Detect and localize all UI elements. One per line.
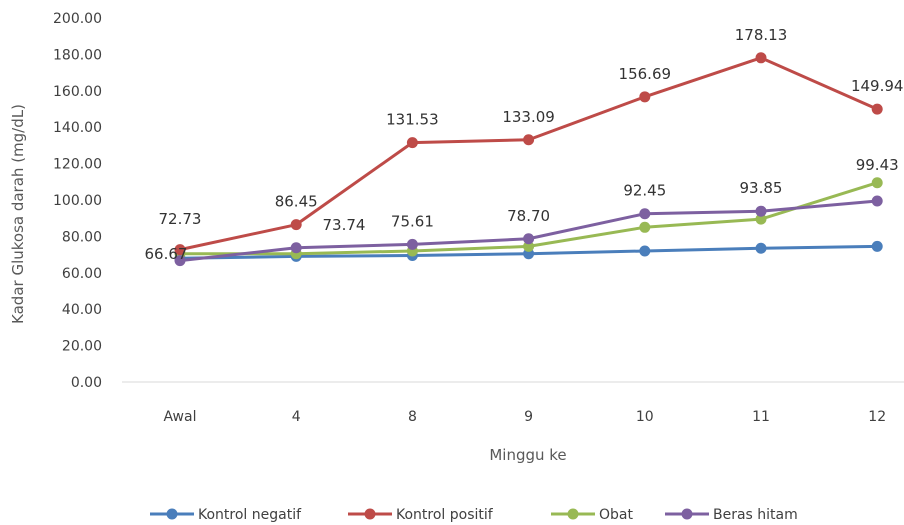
data-label: 93.85 <box>740 179 783 197</box>
data-point <box>174 255 186 267</box>
x-tick-label: 9 <box>524 409 533 425</box>
y-tick-label: 80.00 <box>62 229 102 245</box>
x-tick-label: 4 <box>292 409 301 425</box>
data-point <box>639 245 651 257</box>
y-tick-label: 60.00 <box>62 266 102 282</box>
data-point <box>871 240 883 252</box>
data-point <box>290 219 302 231</box>
y-tick-label: 100.00 <box>53 193 102 209</box>
data-point <box>755 213 767 225</box>
y-tick-label: 120.00 <box>53 157 102 173</box>
data-label: 178.13 <box>735 26 788 44</box>
x-tick-label: Awal <box>164 409 197 425</box>
legend: Kontrol negatif Kontrol positif Obat Beras … <box>150 507 798 523</box>
y-tick-label: 0.00 <box>71 375 102 391</box>
data-point <box>871 195 883 207</box>
y-tick-label: 140.00 <box>53 120 102 136</box>
y-tick-label: 200.00 <box>53 11 102 27</box>
data-point <box>523 134 535 146</box>
data-label: 72.73 <box>159 210 202 228</box>
legend-label: Kontrol negatif <box>198 507 302 523</box>
legend-label: Beras hitam <box>713 507 798 523</box>
data-label: 78.70 <box>507 207 550 225</box>
y-axis-tick-labels: 0.00 20.00 40.00 60.00 80.00 100.00 120.00 140.… <box>53 11 102 391</box>
series-points <box>174 52 883 267</box>
x-tick-label: 11 <box>752 409 770 425</box>
data-point <box>523 240 535 252</box>
legend-label: Obat <box>599 507 633 523</box>
data-point <box>290 242 302 254</box>
data-point <box>755 242 767 254</box>
data-point <box>871 177 883 189</box>
data-point <box>755 52 767 64</box>
series-lines <box>179 56 878 263</box>
x-axis-tick-labels: Awal 4 8 9 10 11 12 <box>164 409 887 425</box>
data-point <box>406 137 418 149</box>
data-point <box>639 91 651 103</box>
x-tick-label: 12 <box>868 409 886 425</box>
legend-label: Kontrol positif <box>396 507 494 523</box>
x-tick-label: 10 <box>636 409 654 425</box>
data-label: 131.53 <box>386 111 439 129</box>
data-point <box>639 208 651 220</box>
x-axis-title: Minggu ke <box>489 446 566 464</box>
y-tick-label: 160.00 <box>53 84 102 100</box>
data-label: 99.43 <box>856 156 899 174</box>
y-tick-label: 20.00 <box>62 339 102 355</box>
y-axis-title: Kadar Glukosa darah (mg/dL) <box>9 104 27 324</box>
data-point <box>523 233 535 245</box>
data-label: 149.94 <box>851 77 904 95</box>
legend-marker <box>681 508 693 520</box>
data-label: 86.45 <box>275 193 318 211</box>
data-point <box>755 205 767 217</box>
data-label: 75.61 <box>391 212 434 230</box>
legend-marker <box>567 508 579 520</box>
data-label: 156.69 <box>619 65 672 83</box>
data-label: 133.09 <box>502 108 555 126</box>
data-point <box>406 238 418 250</box>
data-point <box>871 103 883 115</box>
data-point <box>639 221 651 233</box>
y-tick-label: 180.00 <box>53 47 102 63</box>
data-label: 73.74 <box>323 216 366 234</box>
legend-marker <box>166 508 178 520</box>
data-labels: 72.73 86.45 131.53 133.09 156.69 178.13 149.94… <box>145 26 904 263</box>
data-point <box>174 244 186 256</box>
x-tick-label: 8 <box>408 409 417 425</box>
y-tick-label: 40.00 <box>62 302 102 318</box>
data-label: 66.67 <box>145 245 188 263</box>
legend-marker <box>364 508 376 520</box>
data-label: 92.45 <box>623 182 666 200</box>
